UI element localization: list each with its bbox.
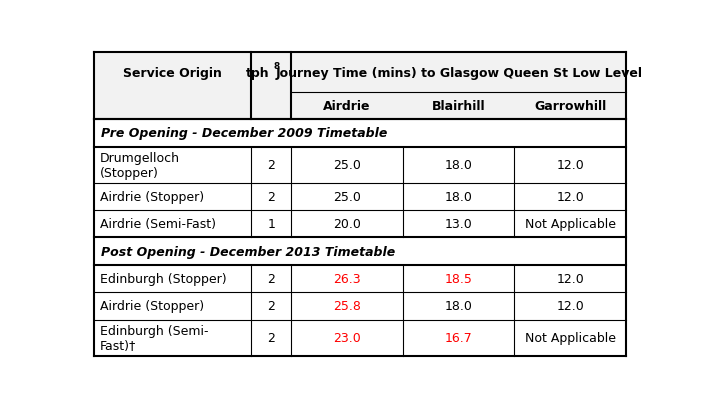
Bar bbox=[94, 53, 251, 93]
Bar bbox=[94, 147, 626, 183]
Text: 18.0: 18.0 bbox=[445, 190, 472, 203]
Bar bbox=[94, 120, 626, 147]
Text: 2: 2 bbox=[267, 300, 275, 313]
Bar bbox=[403, 93, 515, 120]
Text: 2: 2 bbox=[267, 272, 275, 285]
Bar bbox=[251, 53, 291, 93]
Text: Edinburgh (Semi-
Fast)†: Edinburgh (Semi- Fast)† bbox=[100, 324, 208, 352]
Bar bbox=[251, 93, 291, 120]
Bar bbox=[94, 320, 626, 356]
Text: 12.0: 12.0 bbox=[557, 159, 584, 172]
Text: Airdrie (Semi-Fast): Airdrie (Semi-Fast) bbox=[100, 218, 216, 231]
Text: Pre Opening - December 2009 Timetable: Pre Opening - December 2009 Timetable bbox=[101, 127, 387, 140]
Bar bbox=[94, 211, 626, 238]
Text: 25.0: 25.0 bbox=[333, 159, 361, 172]
Bar bbox=[94, 93, 251, 120]
Text: Airdrie: Airdrie bbox=[323, 100, 370, 113]
Bar bbox=[291, 53, 626, 93]
Text: Blairhill: Blairhill bbox=[432, 100, 486, 113]
Text: 8: 8 bbox=[273, 62, 280, 70]
Text: Not Applicable: Not Applicable bbox=[525, 331, 616, 344]
Text: Garrowhill: Garrowhill bbox=[534, 100, 607, 113]
Text: 18.0: 18.0 bbox=[445, 300, 472, 313]
Text: 18.5: 18.5 bbox=[445, 272, 472, 285]
Text: 12.0: 12.0 bbox=[557, 190, 584, 203]
Bar bbox=[291, 93, 403, 120]
Text: 2: 2 bbox=[267, 190, 275, 203]
Bar bbox=[94, 292, 626, 320]
Text: 2: 2 bbox=[267, 331, 275, 344]
Text: 12.0: 12.0 bbox=[557, 272, 584, 285]
Text: 18.0: 18.0 bbox=[445, 159, 472, 172]
Text: 2: 2 bbox=[267, 159, 275, 172]
Text: Edinburgh (Stopper): Edinburgh (Stopper) bbox=[100, 272, 226, 285]
Text: 12.0: 12.0 bbox=[557, 300, 584, 313]
Text: Not Applicable: Not Applicable bbox=[525, 218, 616, 231]
Bar bbox=[515, 93, 626, 120]
Text: 16.7: 16.7 bbox=[445, 331, 472, 344]
Bar bbox=[94, 238, 626, 265]
Text: 26.3: 26.3 bbox=[333, 272, 361, 285]
Text: 1: 1 bbox=[267, 218, 275, 231]
Text: Post Opening - December 2013 Timetable: Post Opening - December 2013 Timetable bbox=[101, 245, 395, 258]
Text: Drumgelloch
(Stopper): Drumgelloch (Stopper) bbox=[100, 151, 180, 179]
Text: Journey Time (mins) to Glasgow Queen St Low Level: Journey Time (mins) to Glasgow Queen St … bbox=[275, 66, 642, 79]
Text: 25.8: 25.8 bbox=[333, 300, 361, 313]
Text: Airdrie (Stopper): Airdrie (Stopper) bbox=[100, 300, 204, 313]
Text: Service Origin: Service Origin bbox=[124, 66, 222, 79]
Text: 13.0: 13.0 bbox=[445, 218, 472, 231]
Bar bbox=[94, 183, 626, 211]
Text: 20.0: 20.0 bbox=[333, 218, 361, 231]
Text: 25.0: 25.0 bbox=[333, 190, 361, 203]
Bar bbox=[94, 265, 626, 292]
Text: tph: tph bbox=[246, 66, 269, 79]
Text: Airdrie (Stopper): Airdrie (Stopper) bbox=[100, 190, 204, 203]
Text: 23.0: 23.0 bbox=[333, 331, 361, 344]
